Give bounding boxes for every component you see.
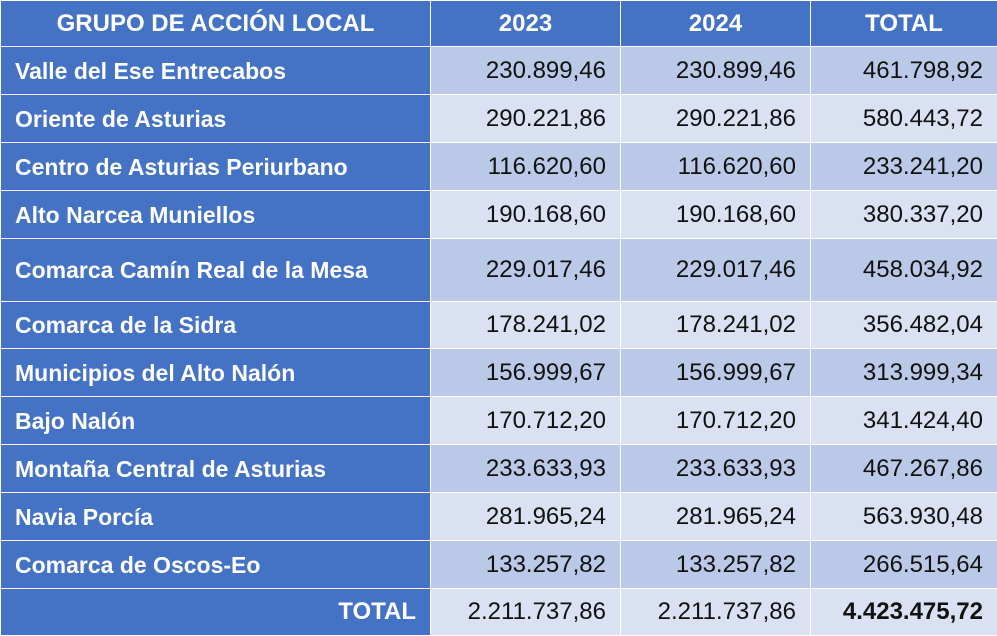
value-2024: 178.241,02: [621, 302, 811, 349]
header-total: TOTAL: [811, 1, 997, 47]
header-2023: 2023: [431, 1, 621, 47]
group-name: Montaña Central de Asturias: [1, 445, 431, 493]
value-2024: 170.712,20: [621, 397, 811, 445]
value-2024: 133.257,82: [621, 541, 811, 589]
value-total: 266.515,64: [811, 541, 997, 589]
value-total: 580.443,72: [811, 95, 997, 143]
group-name: Municipios del Alto Nalón: [1, 349, 431, 397]
group-name: Comarca Camín Real de la Mesa: [1, 239, 431, 302]
value-total: 458.034,92: [811, 239, 997, 302]
group-name: Oriente de Asturias: [1, 95, 431, 143]
value-2024: 229.017,46: [621, 239, 811, 302]
value-2024: 290.221,86: [621, 95, 811, 143]
value-2024: 233.633,93: [621, 445, 811, 493]
value-2023: 190.168,60: [431, 191, 621, 239]
value-2024: 230.899,46: [621, 47, 811, 95]
value-total: 341.424,40: [811, 397, 997, 445]
group-name: Bajo Nalón: [1, 397, 431, 445]
total-2023: 2.211.737,86: [431, 589, 621, 636]
value-total: 233.241,20: [811, 143, 997, 191]
value-total: 563.930,48: [811, 493, 997, 541]
value-2023: 178.241,02: [431, 302, 621, 349]
header-2024: 2024: [621, 1, 811, 47]
value-2024: 116.620,60: [621, 143, 811, 191]
value-total: 461.798,92: [811, 47, 997, 95]
header-group: GRUPO DE ACCIÓN LOCAL: [1, 1, 431, 47]
value-2023: 233.633,93: [431, 445, 621, 493]
group-name: Comarca de la Sidra: [1, 302, 431, 349]
total-2024: 2.211.737,86: [621, 589, 811, 636]
group-name: Valle del Ese Entrecabos: [1, 47, 431, 95]
value-2024: 190.168,60: [621, 191, 811, 239]
total-label: TOTAL: [1, 589, 431, 636]
value-total: 313.999,34: [811, 349, 997, 397]
value-2023: 170.712,20: [431, 397, 621, 445]
group-name: Centro de Asturias Periurbano: [1, 143, 431, 191]
value-total: 467.267,86: [811, 445, 997, 493]
value-total: 380.337,20: [811, 191, 997, 239]
value-2023: 290.221,86: [431, 95, 621, 143]
value-total: 356.482,04: [811, 302, 997, 349]
grand-total: 4.423.475,72: [811, 589, 997, 636]
value-2024: 156.999,67: [621, 349, 811, 397]
group-name: Navia Porcía: [1, 493, 431, 541]
value-2023: 156.999,67: [431, 349, 621, 397]
value-2023: 116.620,60: [431, 143, 621, 191]
value-2023: 229.017,46: [431, 239, 621, 302]
value-2023: 133.257,82: [431, 541, 621, 589]
header-row: GRUPO DE ACCIÓN LOCAL 2023 2024 TOTAL: [1, 1, 997, 47]
group-name: Alto Narcea Muniellos: [1, 191, 431, 239]
value-2023: 230.899,46: [431, 47, 621, 95]
group-name: Comarca de Oscos-Eo: [1, 541, 431, 589]
value-2024: 281.965,24: [621, 493, 811, 541]
value-2023: 281.965,24: [431, 493, 621, 541]
